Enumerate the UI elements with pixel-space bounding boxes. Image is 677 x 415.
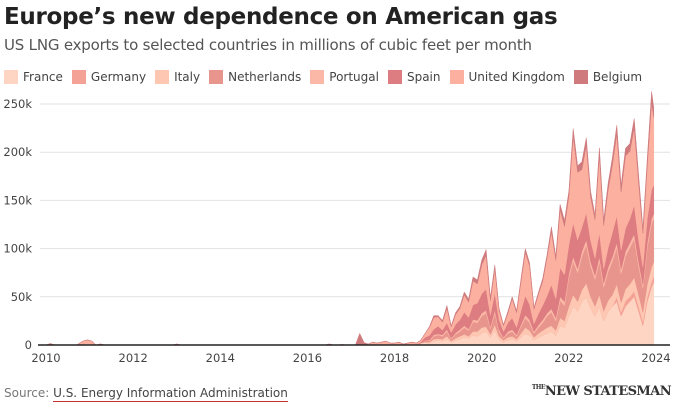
x-tick-label: 2020 [467,351,496,365]
legend-swatch [310,70,325,84]
y-tick-label: 200k [3,145,32,159]
legend-item-netherlands: Netherlands [209,70,301,84]
source-link[interactable]: U.S. Energy Information Administration [53,386,288,402]
legend-label: Portugal [329,70,379,84]
stacked-areas [45,91,655,346]
legend-swatch [387,70,402,84]
legend-label: Italy [174,70,201,84]
legend-label: Netherlands [228,70,302,84]
x-tick-label: 2014 [206,351,235,365]
y-tick-label: 100k [3,242,32,256]
legend-item-united-kingdom: United Kingdom [449,70,565,84]
y-axis: 0 50k 100k 150k 200k 250k [3,97,32,352]
legend-label: Germany [90,70,147,84]
area-belgium [45,91,655,346]
x-tick-label: 2018 [380,351,409,365]
legend-swatch [573,70,588,84]
source-label: Source: [4,386,50,400]
y-tick-label: 150k [3,193,32,207]
x-tick-label: 2022 [554,351,583,365]
legend-item-belgium: Belgium [573,70,643,84]
legend-swatch [71,70,86,84]
y-tick-label: 0 [25,338,32,352]
legend-label: United Kingdom [468,70,565,84]
legend-swatch [4,70,18,84]
legend-item-spain: Spain [387,70,441,84]
y-tick-label: 250k [3,97,32,111]
legend-item-portugal: Portugal [310,70,379,84]
chart-subtitle: US LNG exports to selected countries in … [4,36,532,54]
x-tick-label: 2016 [293,351,322,365]
brand-prefix: THE [531,384,546,391]
x-tick-label: 2012 [119,351,148,365]
legend-label: Spain [406,70,441,84]
source-note: Source: U.S. Energy Information Administ… [4,386,288,402]
x-tick-label: 2010 [31,351,60,365]
legend: France Germany Italy Netherlands Portuga… [4,70,651,84]
legend-item-italy: Italy [155,70,200,84]
x-tick-label: 2024 [641,351,670,365]
legend-swatch [209,70,224,84]
legend-swatch [155,70,170,84]
y-tick-label: 50k [11,290,33,304]
legend-swatch [449,70,464,84]
brand-name: NEW STATESMAN [544,384,672,399]
legend-item-france: France [4,70,63,84]
x-axis: 2010 2012 2014 2016 2018 2020 2022 2024 [31,351,670,365]
legend-label: Belgium [592,70,643,84]
legend-label: France [23,70,63,84]
legend-item-germany: Germany [71,70,147,84]
brand-logo: THENEW STATESMAN [531,384,672,399]
chart-title: Europe’s new dependence on American gas [4,4,558,30]
